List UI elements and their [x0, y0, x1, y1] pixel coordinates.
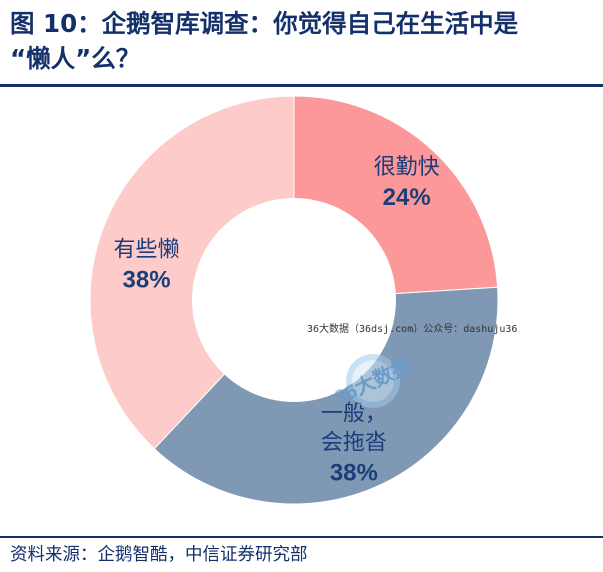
donut-hole	[192, 198, 396, 402]
figure-title: 图 10：企鹅智库调查：你觉得自己在生活中是 “懒人”么？	[10, 9, 519, 73]
slice-average-procrastinate-label: 会拖沓	[321, 431, 387, 456]
source-note: 资料来源：企鹅智酷，中信证券研究部	[10, 545, 308, 565]
bottom-rule	[0, 536, 603, 538]
slice-a-bit-lazy	[89, 95, 295, 450]
slice-very-diligent-label: 很勤快	[374, 155, 440, 180]
slice-a-bit-lazy-label: 有些懒	[114, 237, 180, 262]
slice-average-procrastinate-value: 38%	[330, 460, 378, 487]
slice-a-bit-lazy-value: 38%	[123, 266, 171, 293]
slice-very-diligent-value: 24%	[383, 184, 431, 211]
watermark-text: 36大数据（36dsj.com）公众号：dashuju36	[307, 322, 517, 335]
top-rule	[0, 84, 603, 87]
